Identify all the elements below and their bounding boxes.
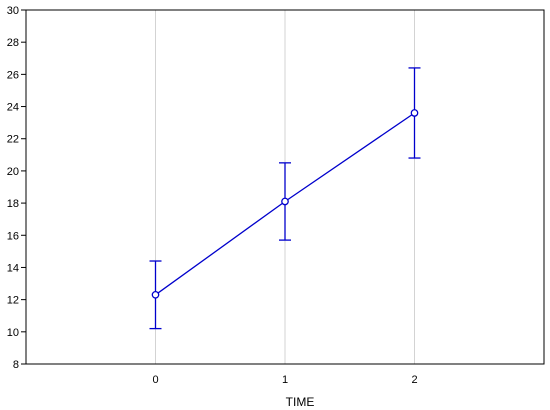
y-tick-label: 22: [7, 134, 19, 146]
y-tick-label: 18: [7, 198, 19, 210]
y-axis: 8 10 12 14 16 18 20 22 24 26 28 30: [7, 5, 26, 371]
plot-frame: [25, 9, 545, 365]
y-tick-label: 24: [7, 102, 19, 114]
data-point: [410, 109, 419, 117]
y-tick-label: 16: [7, 230, 19, 242]
y-tick-label: 8: [13, 359, 19, 371]
series-layer: [149, 67, 421, 330]
data-point: [281, 197, 289, 206]
y-tick-label: 20: [7, 166, 19, 178]
y-tick-label: 12: [7, 295, 19, 307]
x-axis: 0 1 2: [152, 374, 417, 386]
data-point: [151, 290, 160, 299]
y-tick-label: 28: [7, 37, 19, 49]
x-tick-label: 0: [152, 374, 158, 386]
x-axis-label: TIME: [286, 395, 315, 409]
x-tick-label: 2: [411, 374, 417, 386]
y-tick-label: 30: [7, 5, 19, 17]
x-tick-label: 1: [282, 374, 288, 386]
y-tick-label: 14: [7, 262, 19, 274]
y-tick-label: 26: [7, 69, 19, 81]
y-tick-label: 10: [7, 327, 19, 339]
